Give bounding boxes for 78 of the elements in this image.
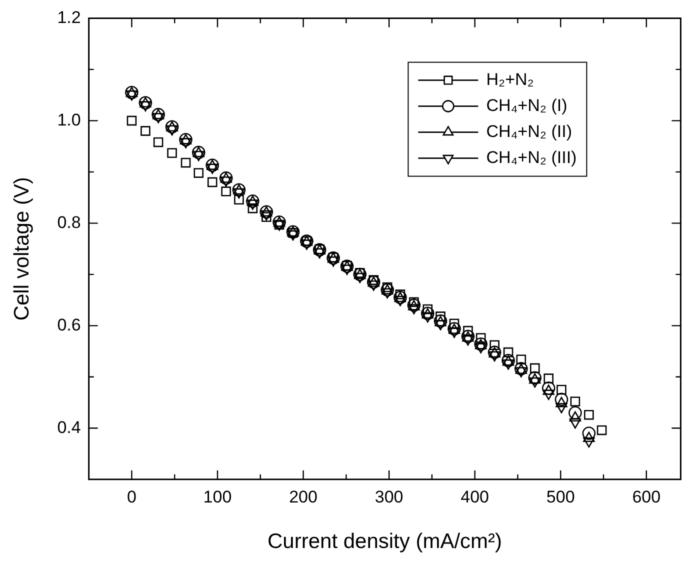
point [167, 148, 177, 158]
point [515, 367, 527, 378]
point [583, 437, 595, 448]
legend-label: CH₄+N₂ (III) [486, 148, 577, 167]
point [544, 374, 554, 384]
point [449, 318, 460, 329]
point [381, 288, 394, 298]
point [542, 382, 556, 395]
point [503, 347, 514, 358]
point [556, 402, 568, 414]
x-tick-label: 500 [546, 487, 575, 506]
x-tick-label: 200 [289, 487, 318, 506]
point [248, 203, 258, 214]
point [434, 320, 446, 330]
point [490, 340, 500, 350]
y-tick-label: 1.0 [57, 110, 81, 130]
point [584, 410, 594, 420]
point [448, 328, 460, 338]
point [287, 230, 299, 241]
point [569, 418, 582, 429]
x-tick-label: 600 [632, 487, 661, 506]
point [140, 101, 152, 112]
point [234, 194, 244, 204]
point [180, 138, 192, 148]
point [180, 158, 191, 168]
point [341, 264, 353, 275]
point [556, 384, 566, 395]
point [327, 256, 340, 267]
point [153, 137, 164, 148]
point [463, 326, 473, 336]
point [300, 240, 313, 250]
point [529, 377, 541, 388]
x-tick-label: 100 [203, 487, 232, 506]
point [422, 304, 433, 314]
y-tick-label: 1.2 [57, 8, 81, 27]
legend-label: H₂+N₂ [486, 70, 534, 89]
point [368, 280, 380, 291]
point [192, 150, 204, 162]
y-axis-title: Cell voltage (V) [10, 177, 34, 321]
point [207, 177, 218, 188]
point [246, 200, 259, 210]
point [568, 406, 582, 420]
point [140, 126, 150, 136]
y-tick-label: 0.6 [57, 315, 81, 334]
point [314, 248, 326, 259]
point [166, 125, 178, 136]
point [152, 112, 164, 124]
x-tick-label: 400 [460, 487, 490, 506]
point [394, 296, 406, 306]
legend-label: CH₄+N₂ (II) [486, 122, 572, 141]
point [408, 304, 420, 314]
point [488, 351, 500, 362]
x-axis-title: Current density (mA/cm²) [267, 530, 502, 554]
y-tick-label: 0.4 [57, 418, 81, 437]
point [570, 396, 580, 406]
point [220, 176, 232, 187]
point [530, 363, 540, 374]
point [126, 90, 138, 101]
point [474, 343, 487, 354]
point [422, 312, 434, 323]
point [354, 272, 366, 284]
point [542, 390, 554, 400]
point [206, 164, 218, 174]
point [194, 168, 204, 178]
point [462, 335, 474, 346]
point [126, 116, 137, 126]
point [596, 425, 607, 436]
point [221, 186, 231, 196]
point [476, 333, 486, 343]
point [516, 354, 526, 364]
point [502, 359, 514, 370]
point [554, 392, 568, 406]
y-tick-label: 0.8 [57, 212, 81, 232]
point [582, 426, 596, 440]
x-tick-label: 300 [374, 487, 404, 506]
x-tick-label: 0 [126, 487, 136, 506]
legend-label: CH₄+N₂ (I) [486, 96, 568, 115]
point [233, 188, 245, 199]
